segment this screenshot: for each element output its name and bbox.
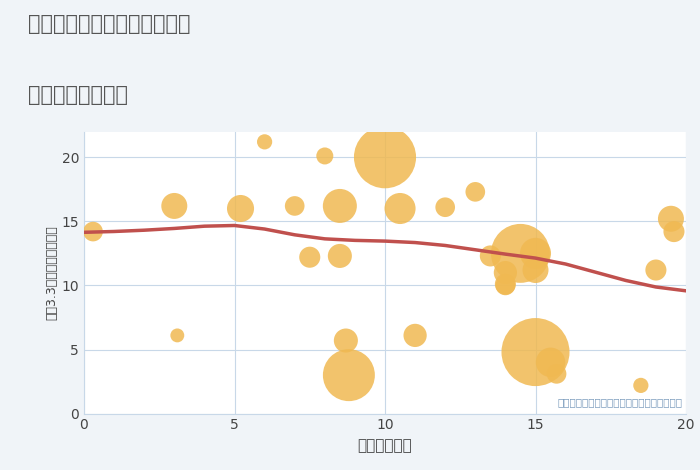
- Point: [530, 348, 541, 356]
- Point: [379, 154, 391, 161]
- Point: [470, 188, 481, 196]
- Point: [335, 252, 346, 260]
- Point: [530, 250, 541, 257]
- Point: [650, 266, 662, 274]
- Point: [340, 337, 351, 345]
- Point: [551, 370, 562, 377]
- Point: [636, 382, 647, 389]
- Point: [169, 202, 180, 210]
- Point: [304, 253, 315, 261]
- Point: [668, 228, 680, 235]
- Point: [259, 138, 270, 146]
- Text: 兵庫県豊岡市但東町奥矢根の: 兵庫県豊岡市但東町奥矢根の: [28, 14, 190, 34]
- Point: [172, 332, 183, 339]
- Text: 円の大きさは、取引のあった物件面積を示す: 円の大きさは、取引のあった物件面積を示す: [558, 397, 683, 407]
- Point: [484, 252, 496, 260]
- Point: [500, 269, 511, 276]
- Point: [515, 250, 526, 257]
- Point: [289, 202, 300, 210]
- Point: [395, 205, 406, 212]
- Point: [335, 202, 346, 210]
- Point: [319, 152, 330, 160]
- Text: 駅距離別土地価格: 駅距離別土地価格: [28, 85, 128, 105]
- Point: [343, 371, 354, 379]
- Point: [88, 228, 99, 235]
- X-axis label: 駅距離（分）: 駅距離（分）: [358, 438, 412, 453]
- Point: [410, 332, 421, 339]
- Point: [500, 281, 511, 288]
- Point: [440, 204, 451, 211]
- Point: [665, 215, 676, 222]
- Point: [530, 266, 541, 274]
- Point: [235, 205, 246, 212]
- Y-axis label: 坪（3.3㎡）単価（万円）: 坪（3.3㎡）単価（万円）: [46, 225, 59, 320]
- Point: [545, 359, 556, 366]
- Point: [500, 282, 511, 289]
